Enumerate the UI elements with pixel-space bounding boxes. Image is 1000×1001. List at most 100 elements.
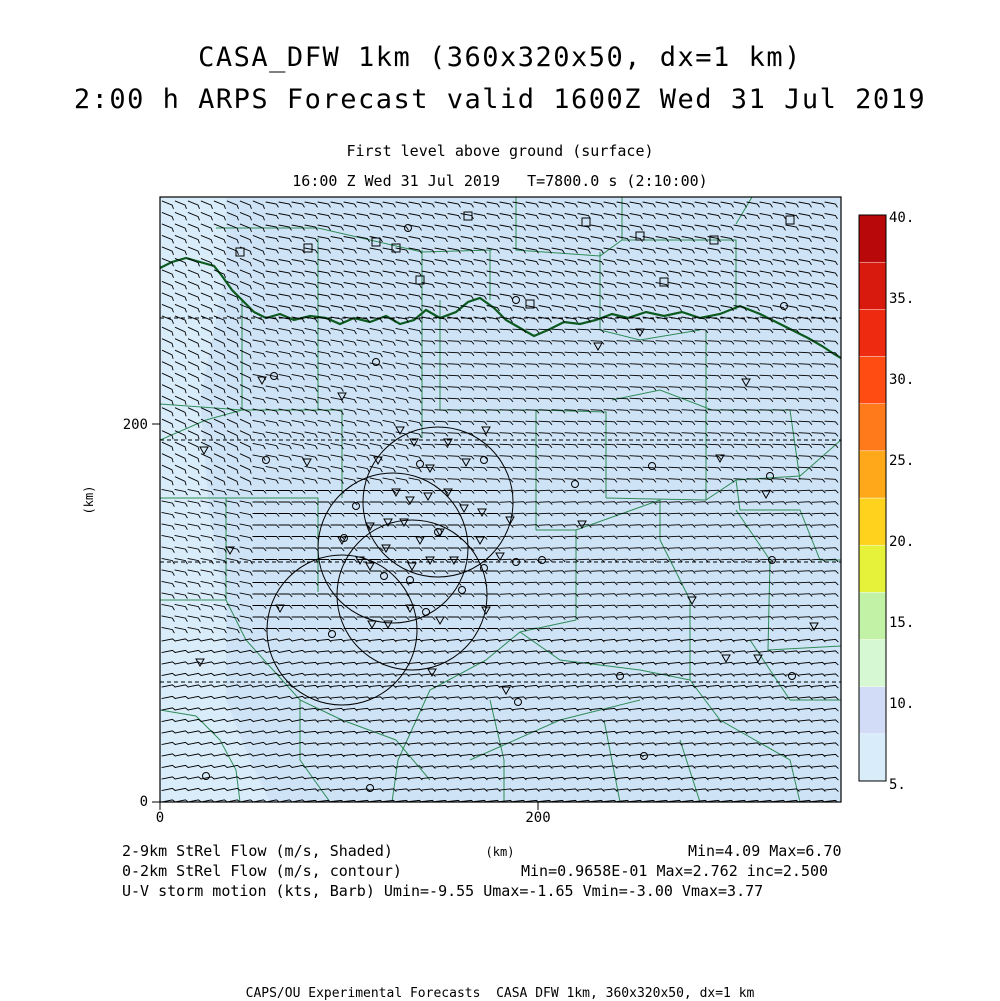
wind-barb: [265, 327, 279, 335]
wind-barb: [200, 292, 213, 301]
station-triangle: [199, 446, 209, 456]
wind-barb: [265, 396, 279, 404]
wind-barb: [226, 661, 241, 665]
wind-barb: [174, 395, 187, 405]
wind-barb: [564, 489, 579, 494]
wind-barb: [512, 593, 527, 597]
wind-barb: [694, 593, 709, 597]
station-square: [391, 243, 401, 253]
wind-barb: [707, 547, 722, 551]
wind-barb: [746, 489, 761, 494]
wind-barb: [772, 524, 787, 528]
wind-barb: [603, 466, 618, 472]
wind-barb: [551, 673, 566, 677]
wind-barb: [200, 269, 213, 278]
wind-barb: [408, 673, 423, 677]
wind-barb: [330, 616, 345, 621]
wind-barb: [551, 213, 565, 220]
wind-barb: [538, 213, 552, 220]
colorbar-label: 10.: [889, 696, 914, 712]
wind-barb: [408, 305, 422, 312]
wind-barb: [577, 570, 592, 574]
wind-barb: [434, 547, 449, 552]
wind-barb: [239, 338, 252, 348]
wind-barb: [434, 432, 449, 437]
wind-barb: [187, 511, 201, 519]
wind-barb: [460, 282, 474, 289]
wind-barb: [772, 730, 787, 735]
wind-barb: [200, 223, 213, 232]
wind-barb: [330, 419, 344, 427]
wind-barb: [681, 719, 696, 723]
wind-barb: [538, 409, 553, 414]
wind-barb: [291, 339, 305, 346]
wind-barb: [408, 628, 423, 632]
wind-barb: [330, 696, 345, 700]
wind-barb: [304, 339, 318, 346]
wind-barb: [551, 397, 566, 403]
wind-barb: [759, 524, 774, 528]
wind-barb: [681, 524, 696, 528]
wind-barb: [421, 409, 436, 414]
wind-barb: [369, 707, 384, 712]
wind-barb: [681, 247, 695, 254]
wind-barb: [447, 719, 462, 723]
wind-barb: [811, 638, 826, 643]
wind-barb: [291, 327, 305, 335]
wind-barb: [356, 638, 371, 643]
wind-barb: [785, 224, 799, 231]
wind-barb: [681, 501, 696, 505]
wind-barb: [759, 247, 773, 254]
wind-barb: [226, 523, 240, 530]
wind-barb: [304, 247, 318, 254]
wind-barb: [642, 604, 657, 609]
wind-barb: [226, 718, 241, 723]
wind-barb: [395, 373, 409, 381]
wind-barb: [317, 247, 331, 254]
wind-barb: [824, 799, 838, 802]
wind-barb: [603, 363, 618, 368]
wind-barb: [629, 673, 644, 677]
wind-barb: [317, 259, 331, 266]
wind-barb: [811, 684, 826, 689]
wind-barb: [603, 397, 618, 403]
wind-barb: [226, 741, 241, 746]
wind-barb: [356, 454, 370, 461]
wind-barb: [486, 490, 501, 494]
wind-barb: [616, 247, 630, 254]
wind-barb: [473, 305, 487, 312]
wind-barb: [226, 500, 240, 507]
wind-barb: [824, 351, 839, 357]
wind-barb: [694, 386, 709, 391]
wind-barb: [616, 270, 630, 277]
wind-barb: [187, 326, 200, 336]
wind-barb: [551, 616, 566, 620]
wind-barb: [733, 581, 748, 586]
wind-barb: [265, 536, 280, 540]
wind-barb: [564, 776, 579, 781]
wind-barb: [798, 316, 812, 323]
station-circle: [480, 456, 488, 464]
wind-barb: [343, 373, 357, 381]
station-circle: [422, 608, 430, 616]
wind-barb: [408, 442, 422, 450]
wind-barb: [772, 213, 786, 220]
wind-barb: [226, 730, 241, 734]
wind-barb: [668, 293, 682, 300]
wind-barb: [564, 443, 579, 449]
wind-barb: [239, 488, 253, 496]
wind-barb: [187, 649, 202, 654]
wind-barb: [226, 534, 240, 542]
wind-barb: [824, 742, 839, 746]
wind-barb: [746, 661, 761, 666]
wind-barb: [278, 695, 293, 700]
station-triangle: [459, 504, 469, 514]
wind-barb: [291, 465, 305, 473]
wind-barb: [174, 649, 189, 654]
wind-barb: [499, 236, 513, 243]
wind-barb: [161, 730, 176, 734]
wind-barb: [616, 765, 631, 769]
wind-barb: [512, 409, 527, 414]
wind-barb: [473, 559, 488, 563]
wind-barb: [252, 684, 267, 688]
